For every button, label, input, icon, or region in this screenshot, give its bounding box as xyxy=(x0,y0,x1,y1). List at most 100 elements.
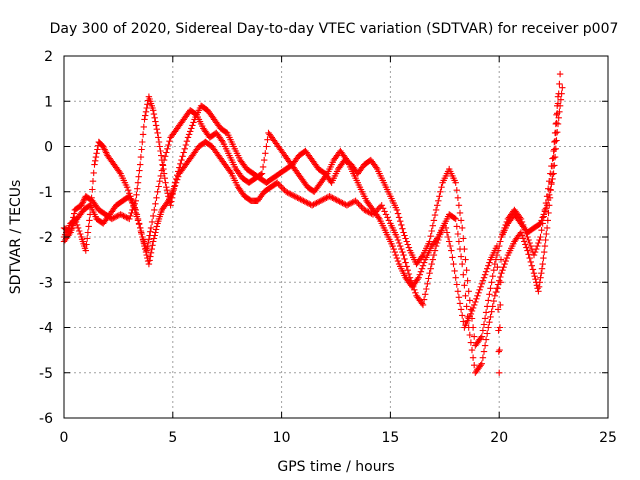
data-point-marker xyxy=(480,321,488,328)
data-point-marker xyxy=(398,245,405,253)
data-point-marker xyxy=(264,136,271,143)
data-point-marker xyxy=(419,301,427,309)
data-point-marker xyxy=(548,162,555,170)
data-point-marker xyxy=(156,143,163,150)
data-point-marker xyxy=(92,153,100,161)
data-point-marker xyxy=(545,196,552,204)
data-point-marker xyxy=(66,230,73,238)
axis-ticks: 0 5 10 15 20 25 -6 -5 -4 -3 -2 -1 0 1 2 xyxy=(39,49,617,446)
data-point-marker xyxy=(447,242,454,250)
data-point-marker xyxy=(485,324,492,331)
data-point-marker xyxy=(467,310,475,318)
data-point-marker xyxy=(468,307,476,315)
data-point-marker xyxy=(184,134,192,141)
data-point-marker xyxy=(556,108,563,115)
y-tick-label: 2 xyxy=(44,49,53,65)
data-point-marker xyxy=(159,162,167,169)
data-point-marker xyxy=(430,251,438,259)
data-point-marker xyxy=(135,220,143,227)
data-point-marker xyxy=(169,190,176,198)
data-point-marker xyxy=(457,217,465,224)
data-point-marker xyxy=(522,241,529,248)
data-point-marker xyxy=(163,184,170,191)
data-point-marker xyxy=(165,141,172,149)
data-point-marker xyxy=(147,253,154,260)
data-point-marker xyxy=(418,265,426,272)
data-point-marker xyxy=(329,194,336,201)
data-point-marker xyxy=(422,291,429,298)
data-point-marker xyxy=(525,251,532,258)
data-point-marker xyxy=(457,306,465,313)
data-point-marker xyxy=(292,193,300,201)
data-point-marker xyxy=(125,187,132,194)
data-point-marker xyxy=(180,149,187,156)
data-point-marker xyxy=(136,167,143,174)
data-point-marker xyxy=(152,226,160,233)
data-point-marker xyxy=(326,193,333,200)
data-point-marker xyxy=(227,168,234,176)
data-point-marker xyxy=(403,238,410,245)
data-point-marker xyxy=(488,308,495,315)
data-point-marker xyxy=(276,182,284,189)
data-point-marker xyxy=(417,268,425,275)
data-point-marker xyxy=(543,230,550,238)
data-point-marker xyxy=(398,221,405,229)
data-point-marker xyxy=(102,149,110,156)
data-point-marker xyxy=(179,153,186,160)
data-point-marker xyxy=(80,197,87,204)
data-point-marker xyxy=(487,313,494,321)
data-point-marker xyxy=(466,331,473,339)
data-point-marker xyxy=(378,202,385,209)
data-point-marker xyxy=(391,248,398,256)
x-tick-label: 15 xyxy=(381,430,399,446)
data-point-marker xyxy=(147,228,154,235)
data-point-marker xyxy=(154,188,161,195)
data-point-marker xyxy=(528,262,535,269)
data-point-marker xyxy=(546,191,553,198)
data-point-marker xyxy=(405,270,413,278)
data-point-marker xyxy=(155,138,163,146)
data-point-marker xyxy=(287,190,294,198)
data-point-marker xyxy=(285,190,293,197)
data-point-marker xyxy=(491,292,498,299)
data-point-marker xyxy=(261,156,268,164)
data-point-marker xyxy=(538,265,546,272)
data-point-marker xyxy=(469,354,477,361)
data-point-marker xyxy=(174,172,181,179)
data-point-marker xyxy=(365,208,372,216)
data-point-marker xyxy=(150,238,157,245)
data-point-marker xyxy=(128,209,135,217)
data-point-marker xyxy=(85,223,92,230)
data-point-marker xyxy=(474,292,481,299)
data-point-marker xyxy=(459,312,466,319)
data-point-marker xyxy=(541,248,548,256)
data-point-marker xyxy=(154,129,161,137)
data-point-marker xyxy=(536,279,543,286)
data-point-marker xyxy=(539,260,546,268)
data-point-marker xyxy=(263,143,270,150)
data-point-marker xyxy=(526,254,533,262)
data-point-marker xyxy=(466,297,473,304)
data-point-marker xyxy=(84,229,92,236)
data-point-marker xyxy=(89,186,96,193)
data-point-marker xyxy=(485,297,492,304)
data-point-marker xyxy=(108,215,116,223)
data-point-marker xyxy=(535,283,543,290)
data-point-marker xyxy=(451,267,458,275)
data-point-marker xyxy=(155,183,162,190)
data-point-marker xyxy=(537,220,544,227)
data-point-marker xyxy=(392,251,399,259)
data-point-marker xyxy=(556,80,563,88)
data-point-marker xyxy=(110,214,117,222)
data-point-marker xyxy=(530,270,538,277)
data-point-marker xyxy=(149,242,156,249)
data-point-marker xyxy=(147,224,155,232)
data-point-marker xyxy=(317,197,324,204)
data-point-marker xyxy=(498,270,505,277)
data-point-marker xyxy=(133,211,141,218)
data-point-marker xyxy=(452,179,459,186)
data-point-marker xyxy=(492,288,500,296)
data-point-marker xyxy=(393,254,401,262)
data-point-marker xyxy=(400,251,407,259)
data-point-marker xyxy=(332,196,339,203)
